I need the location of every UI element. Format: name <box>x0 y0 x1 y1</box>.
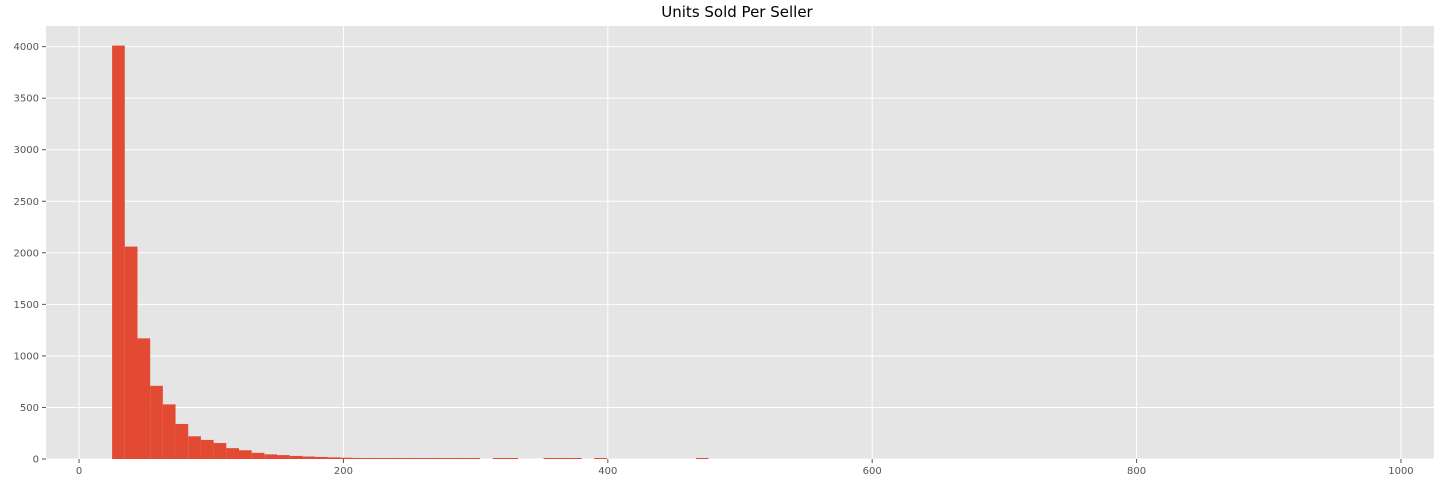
histogram-bar <box>365 458 379 459</box>
axis-ticks: 0 500 1000 1500 2000 2500 3000 3500 4000 0 200 400 6… <box>14 42 1414 477</box>
plot-background <box>46 26 1434 459</box>
histogram-bar <box>251 452 265 459</box>
histogram-bar <box>594 458 608 459</box>
y-tick-label: 2500 <box>14 197 39 208</box>
histogram-bar <box>315 456 328 459</box>
histogram-bar <box>505 458 519 459</box>
x-tick-label: 600 <box>863 466 882 477</box>
histogram-bar <box>454 458 468 459</box>
histogram-bar <box>467 458 481 459</box>
histogram-bar <box>264 454 278 459</box>
histogram-bar <box>442 458 455 459</box>
histogram-bar <box>137 338 151 459</box>
x-tick-label: 400 <box>598 466 617 477</box>
y-tick-label: 2000 <box>14 248 39 259</box>
histogram-bar <box>568 458 582 459</box>
histogram-bar <box>340 457 354 459</box>
y-tick-label: 1000 <box>14 351 39 362</box>
histogram-bar <box>188 436 201 459</box>
histogram-bar <box>391 458 404 459</box>
histogram-bar <box>403 458 417 459</box>
histogram-bar <box>112 45 125 459</box>
histogram-bar <box>277 455 290 459</box>
histogram-bars <box>112 45 709 459</box>
y-tick-label: 1500 <box>14 300 39 311</box>
histogram-bar <box>213 443 227 459</box>
y-tick-label: 0 <box>33 455 39 466</box>
histogram-bar <box>416 458 430 459</box>
grid-lines <box>46 26 1434 460</box>
histogram-bar <box>238 450 252 459</box>
histogram-bar <box>162 404 176 459</box>
histogram-bar <box>302 456 316 459</box>
histogram-bar <box>289 455 303 459</box>
histogram-bar <box>353 458 366 459</box>
histogram-bar <box>124 246 138 459</box>
histogram-bar <box>200 439 214 459</box>
histogram-bar <box>150 385 163 459</box>
x-tick-label: 200 <box>334 466 353 477</box>
y-tick-label: 3500 <box>14 94 39 105</box>
chart-title: Units Sold Per Seller <box>661 3 813 21</box>
histogram-bar <box>492 458 506 459</box>
x-tick-label: 0 <box>76 466 82 477</box>
histogram-bar <box>175 423 189 459</box>
x-tick-label: 1000 <box>1388 466 1413 477</box>
y-tick-label: 500 <box>20 403 39 414</box>
x-tick-label: 800 <box>1127 466 1146 477</box>
histogram-bar <box>543 458 557 459</box>
histogram-bar <box>226 448 239 459</box>
histogram-bar <box>695 458 709 459</box>
y-tick-label: 4000 <box>14 42 39 53</box>
histogram-bar <box>378 458 392 459</box>
histogram-bar <box>429 458 443 459</box>
y-tick-label: 3000 <box>14 145 39 156</box>
histogram-bar <box>556 458 569 459</box>
histogram-bar <box>327 457 341 459</box>
